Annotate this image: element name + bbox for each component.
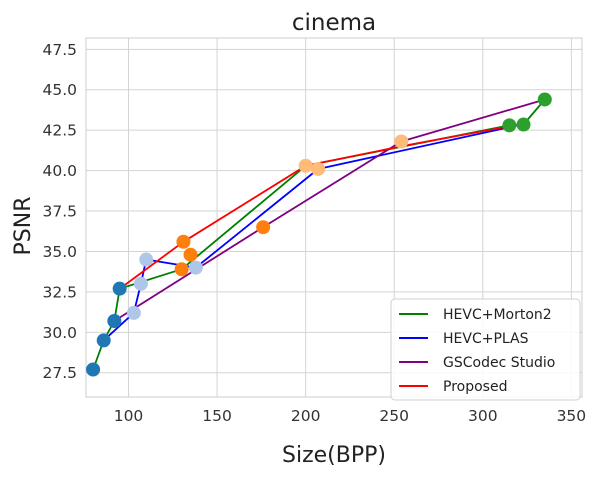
data-point-marker [86, 362, 101, 377]
chart-title: cinema [292, 10, 376, 36]
y-tick-label: 37.5 [42, 203, 77, 221]
legend-box [390, 298, 581, 401]
legend-label: HEVC+PLAS [443, 331, 529, 347]
y-tick-label: 42.5 [42, 122, 77, 140]
data-point-marker [112, 281, 127, 296]
legend: HEVC+Morton2 HEVC+PLAS GSCodec Studio Propo… [390, 298, 581, 401]
legend-label: Proposed [443, 379, 507, 395]
legend-label: GSCodec Studio [443, 355, 555, 371]
data-point-marker [311, 161, 326, 176]
y-tick-label: 27.5 [42, 364, 77, 382]
y-tick-label: 32.5 [42, 283, 77, 301]
y-tick-label: 45.0 [42, 81, 77, 99]
data-point-marker [516, 117, 531, 132]
series-line-gscodec-studio [113, 98, 546, 322]
y-axis-title: PSNR [11, 197, 36, 256]
legend-label: HEVC+Morton2 [443, 307, 552, 323]
data-point-marker [139, 252, 154, 267]
x-tick-label: 250 [379, 407, 409, 425]
x-tick-label: 350 [557, 407, 587, 425]
y-tick-label: 47.5 [42, 41, 77, 59]
data-point-marker [107, 313, 122, 328]
y-tick-label: 30.0 [42, 324, 77, 342]
data-point-marker [96, 333, 111, 348]
y-tick-label: 40.0 [42, 162, 77, 180]
y-tick-labels: 27.5 30.0 32.5 35.0 37.5 40.0 42.5 45.0 47.5 [42, 41, 77, 382]
data-point-marker [502, 118, 517, 133]
x-tick-labels: 100 150 200 250 300 350 [114, 407, 586, 425]
data-point-marker [188, 260, 203, 275]
y-tick-label: 35.0 [42, 243, 77, 261]
data-markers [86, 92, 552, 377]
x-tick-label: 200 [291, 407, 321, 425]
data-point-marker [133, 276, 148, 291]
x-tick-label: 150 [202, 407, 232, 425]
data-point-marker [256, 220, 271, 235]
data-point-marker [183, 247, 198, 262]
data-point-marker [176, 234, 191, 249]
x-tick-label: 100 [114, 407, 144, 425]
data-point-marker [174, 262, 189, 277]
legend-items: HEVC+Morton2 HEVC+PLAS GSCodec Studio Propo… [399, 307, 555, 395]
data-point-marker [126, 305, 141, 320]
plot-frame [85, 37, 583, 398]
data-point-marker [537, 92, 552, 107]
data-point-marker [394, 134, 409, 149]
x-axis-title: Size(BPP) [282, 443, 386, 468]
x-tick-label: 300 [468, 407, 498, 425]
data-point-marker [298, 158, 313, 173]
